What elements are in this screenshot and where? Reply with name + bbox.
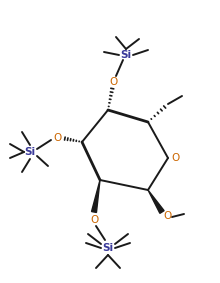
Polygon shape: [148, 190, 164, 213]
Text: O: O: [164, 211, 172, 221]
Text: O: O: [171, 153, 179, 163]
Text: Si: Si: [103, 243, 114, 253]
Text: Si: Si: [24, 147, 36, 157]
Text: Si: Si: [120, 50, 132, 60]
Text: O: O: [53, 133, 61, 143]
Text: O: O: [109, 77, 117, 87]
Text: O: O: [90, 215, 98, 225]
Polygon shape: [92, 180, 100, 213]
